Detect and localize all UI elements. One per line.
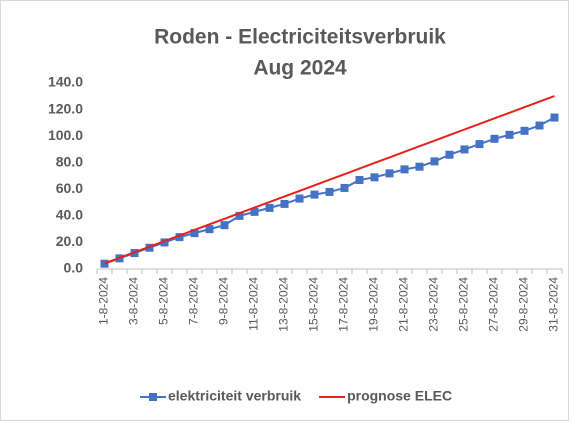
- data-point: [190, 229, 199, 238]
- data-point: [220, 221, 229, 230]
- data-point: [160, 238, 169, 247]
- data-point: [415, 162, 424, 171]
- data-point: [490, 134, 499, 143]
- y-tick-label: 120.0: [48, 100, 83, 116]
- x-tick-label: 7-8-2024: [187, 277, 201, 325]
- data-point: [385, 169, 394, 178]
- data-point: [310, 190, 319, 199]
- data-point: [205, 225, 214, 234]
- y-tick-label: 0.0: [64, 260, 84, 276]
- x-tick-label: 19-8-2024: [367, 277, 381, 332]
- x-tick-label: 31-8-2024: [547, 277, 561, 332]
- data-point: [460, 145, 469, 154]
- y-tick-label: 60.0: [56, 180, 83, 196]
- data-point: [400, 165, 409, 174]
- data-point: [535, 121, 544, 130]
- data-point: [445, 150, 454, 159]
- x-tick-label: 3-8-2024: [127, 277, 141, 325]
- legend-label: elektriciteit verbruik: [168, 388, 301, 404]
- data-point: [295, 194, 304, 203]
- legend-label: prognose ELEC: [347, 388, 452, 404]
- x-tick-label: 17-8-2024: [337, 277, 351, 332]
- x-tick-label: 13-8-2024: [277, 277, 291, 332]
- data-point: [100, 259, 109, 268]
- x-tick-label: 23-8-2024: [427, 277, 441, 332]
- x-tick-label: 15-8-2024: [307, 277, 321, 332]
- y-tick-label: 20.0: [56, 233, 83, 249]
- y-tick-label: 40.0: [56, 207, 83, 223]
- data-point: [550, 113, 559, 122]
- data-point: [505, 130, 514, 139]
- data-point: [430, 157, 439, 166]
- series-line: [104, 95, 555, 265]
- x-tick-label: 11-8-2024: [247, 277, 261, 331]
- x-tick-label: 29-8-2024: [517, 277, 531, 332]
- chart-subtitle: Aug 2024: [253, 57, 347, 80]
- y-tick-label: 100.0: [48, 127, 83, 143]
- legend-swatch-marker: [149, 393, 157, 401]
- y-tick-label: 80.0: [56, 153, 83, 169]
- data-point: [280, 199, 289, 208]
- data-point: [370, 173, 379, 182]
- x-tick-label: 21-8-2024: [397, 277, 411, 332]
- data-point: [250, 207, 259, 216]
- data-point: [340, 183, 349, 192]
- data-point: [520, 126, 529, 135]
- data-point: [265, 203, 274, 212]
- x-tick-label: 9-8-2024: [217, 277, 231, 325]
- data-point: [325, 187, 334, 196]
- x-tick-label: 5-8-2024: [157, 277, 171, 325]
- y-tick-label: 140.0: [48, 74, 83, 90]
- chart-title: Roden - Electriciteitsverbruik: [154, 26, 446, 49]
- x-tick-label: 27-8-2024: [487, 277, 501, 332]
- data-point: [235, 211, 244, 220]
- x-tick-label: 1-8-2024: [97, 277, 111, 325]
- x-tick-label: 25-8-2024: [457, 277, 471, 332]
- data-point: [175, 233, 184, 242]
- data-point: [475, 140, 484, 149]
- data-point: [355, 175, 364, 184]
